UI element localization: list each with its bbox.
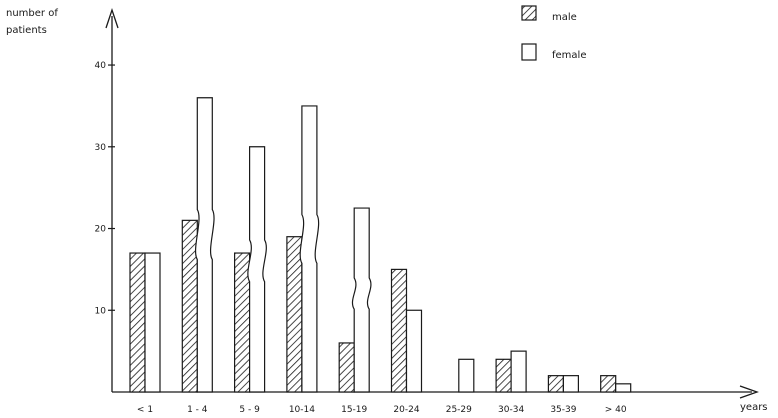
legend-label-male: male [552, 12, 577, 23]
legend-swatch-female [521, 43, 537, 61]
bar-male [181, 219, 198, 393]
bar-male [600, 375, 617, 393]
bar-female [562, 375, 580, 393]
y-tick-label: 10 [95, 306, 107, 316]
x-tick-label: 25-29 [446, 405, 472, 415]
bar-female [351, 207, 372, 393]
y-tick-label: 30 [95, 143, 107, 153]
bars [129, 97, 632, 393]
y-axis-label-line1: number of [6, 8, 58, 19]
x-tick-label: 15-19 [341, 405, 367, 415]
x-tick-label: > 40 [605, 405, 627, 415]
legend: male female [521, 5, 586, 61]
x-tick-label: 20-24 [393, 405, 419, 415]
legend-swatch-male [521, 5, 537, 21]
y-tick-label: 20 [95, 225, 107, 235]
bar-female [510, 350, 527, 393]
x-tick-label: 35-39 [550, 405, 576, 415]
x-axis-label: years [740, 402, 768, 413]
x-tick-label: 5 - 9 [239, 405, 260, 415]
x-axis-arrow [739, 385, 759, 399]
x-tick-label: 30-34 [498, 405, 524, 415]
bar-female [615, 383, 632, 393]
x-tick-label: 1 - 4 [187, 405, 208, 415]
y-ticks: 10 20 30 40 [95, 61, 115, 316]
x-tick-labels: < 1 1 - 4 5 - 9 10-14 15-19 20-24 25-29 30-34 35… [137, 405, 627, 415]
bar-female [299, 105, 320, 393]
x-tick-label: 10-14 [289, 405, 315, 415]
bar-male [286, 236, 303, 393]
bar-female [195, 97, 215, 393]
y-axis-arrow [105, 7, 119, 29]
legend-label-female: female [552, 50, 586, 61]
bar-male [129, 252, 146, 393]
y-axis-label-line2: patients [6, 25, 47, 36]
y-tick-label: 40 [95, 61, 107, 71]
bar-female [247, 146, 267, 393]
bar-male [547, 375, 565, 393]
x-tick-label: < 1 [137, 405, 153, 415]
bar-female [458, 358, 475, 393]
bar-female [144, 252, 161, 393]
bar-male [338, 342, 355, 393]
bar-male [495, 358, 512, 393]
bar-male [390, 268, 408, 393]
bar-female [405, 309, 423, 393]
